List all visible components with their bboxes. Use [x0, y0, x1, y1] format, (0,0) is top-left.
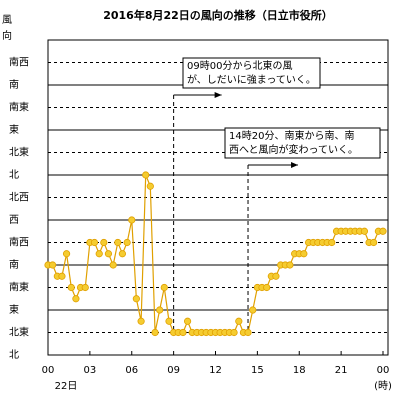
data-point — [142, 171, 150, 179]
data-point — [118, 250, 126, 258]
x-tick-label: 00 — [377, 365, 390, 376]
annotation-box — [182, 57, 321, 89]
data-point — [90, 238, 99, 247]
data-point — [235, 317, 243, 325]
x-sublabel: (時) — [374, 380, 392, 392]
y-tick-label: 東 — [9, 303, 19, 316]
y-tick-label: 南 — [9, 78, 19, 91]
data-point — [328, 238, 336, 247]
y-tick-label: 北 — [9, 169, 19, 181]
y-axis-title: 風 — [2, 14, 12, 26]
data-point — [249, 306, 257, 314]
data-point — [300, 250, 308, 258]
y-tick-label: 南 — [9, 258, 19, 271]
y-tick-label: 北東 — [9, 326, 29, 339]
annotation-text: 09時00分から北東の風 — [187, 59, 292, 72]
data-point — [230, 328, 238, 337]
y-tick-label: 北東 — [9, 146, 29, 159]
x-tick-label: 15 — [251, 365, 264, 376]
data-point — [49, 261, 57, 269]
data-point — [263, 283, 271, 292]
data-point — [156, 306, 164, 314]
annotation-box — [224, 127, 381, 159]
data-point — [160, 283, 168, 292]
arrow-head — [214, 92, 222, 98]
y-tick-label: 北西 — [9, 192, 29, 204]
data-point — [151, 328, 159, 337]
x-tick-label: 21 — [335, 365, 348, 376]
data-point — [272, 272, 280, 280]
y-tick-label: 北 — [9, 349, 19, 361]
arrow-head — [291, 162, 299, 168]
x-tick-label: 18 — [293, 365, 306, 376]
data-point — [109, 261, 117, 269]
y-tick-label: 西 — [9, 215, 19, 226]
data-point — [100, 238, 108, 247]
data-point — [165, 317, 173, 325]
x-tick-label: 06 — [125, 365, 138, 376]
y-tick-label: 東 — [9, 123, 19, 136]
y-tick-label: 南西 — [9, 236, 29, 249]
data-point — [114, 238, 122, 247]
data-point — [67, 283, 75, 292]
y-tick-label: 南東 — [9, 101, 29, 114]
data-point — [132, 295, 140, 303]
data-point — [360, 227, 369, 235]
y-axis-title: 向 — [2, 29, 12, 42]
data-point — [137, 317, 145, 325]
data-point — [244, 328, 252, 337]
annotation-text: 西へと風向が変わっていく。 — [229, 143, 358, 156]
data-point — [179, 328, 187, 337]
x-sublabel: 22日 — [55, 381, 78, 392]
chart-title: 2016年8月22日の風向の推移（日立市役所） — [103, 8, 333, 22]
data-point — [123, 238, 131, 247]
y-tick-label: 南東 — [9, 281, 29, 294]
x-tick-label: 03 — [84, 365, 97, 376]
data-point — [370, 238, 378, 247]
data-point — [95, 250, 103, 258]
data-point — [72, 295, 80, 303]
x-tick-label: 00 — [42, 365, 55, 376]
annotation-text: が、しだいに強まっていく。 — [187, 73, 316, 86]
x-tick-label: 09 — [167, 365, 180, 376]
data-point — [81, 283, 89, 292]
annotation-text: 14時20分、南東から南、南 — [229, 129, 354, 142]
data-point — [62, 250, 71, 258]
data-point — [128, 216, 136, 224]
data-point — [104, 250, 113, 258]
data-point — [146, 182, 154, 190]
data-point — [58, 272, 66, 280]
data-point — [286, 261, 294, 269]
x-tick-label: 12 — [209, 365, 222, 376]
y-tick-label: 南西 — [9, 56, 29, 69]
data-point — [379, 227, 387, 235]
data-point — [183, 317, 192, 325]
